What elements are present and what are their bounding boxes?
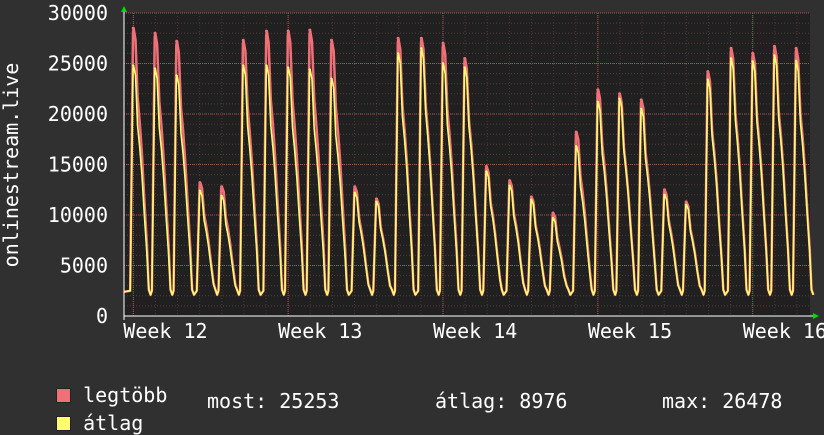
data-point-max — [308, 28, 312, 32]
data-point-max — [441, 41, 445, 45]
data-point-average — [773, 54, 776, 57]
data-point-max — [353, 185, 357, 189]
data-point-average — [729, 57, 733, 60]
data-point-average — [463, 66, 466, 69]
data-point-max — [794, 46, 798, 50]
data-point-average — [308, 68, 312, 71]
data-point-average — [220, 194, 223, 198]
stat-average: átlag: 8976 — [435, 389, 568, 413]
data-point-average — [265, 64, 268, 67]
stat-now: most: 25253 — [207, 389, 340, 413]
legend-max-swatch — [56, 388, 72, 403]
data-point-average — [353, 191, 356, 194]
grid — [124, 12, 810, 316]
y-tick-label: 0 — [96, 304, 108, 328]
data-point-max — [175, 39, 179, 43]
data-point-average — [596, 100, 600, 104]
data-point-max — [662, 188, 666, 192]
data-point-max — [330, 38, 334, 42]
x-axis-arrow-icon — [813, 313, 819, 319]
data-point-max — [463, 56, 467, 60]
data-point-max — [751, 51, 755, 55]
data-point-max — [419, 36, 423, 40]
data-point-max — [241, 38, 245, 42]
x-tick-label: Week 13 — [278, 319, 362, 343]
data-point-average — [396, 52, 400, 55]
data-point-average — [551, 216, 555, 220]
data-point-max — [220, 185, 224, 189]
data-point-max — [618, 92, 622, 96]
axes — [121, 6, 819, 320]
data-point-average — [751, 60, 754, 63]
x-tick-label: Week 14 — [433, 319, 517, 343]
legend-max-label: legtöbb — [83, 383, 168, 407]
y-tick-label: 25000 — [48, 52, 108, 76]
data-point-max — [596, 88, 600, 92]
data-point-max — [198, 181, 202, 185]
y-axis-arrow-icon — [121, 6, 127, 12]
data-point-max — [684, 200, 688, 204]
data-point-max — [551, 211, 555, 215]
data-point-max — [264, 29, 268, 33]
data-point-average — [508, 184, 511, 187]
data-point-max — [729, 46, 733, 50]
data-point-max — [153, 31, 157, 35]
legend-avg: átlag — [32, 390, 143, 434]
data-point-max — [131, 26, 135, 30]
data-point-average — [706, 78, 709, 81]
data-point-average — [330, 77, 333, 80]
data-point-max — [706, 70, 710, 74]
data-point-max — [529, 195, 533, 199]
data-point-average — [574, 145, 578, 148]
x-tick-label: Week 12 — [123, 319, 207, 343]
y-tick-label: 5000 — [60, 254, 108, 278]
legend-avg-swatch — [56, 416, 72, 431]
data-point-average — [684, 203, 688, 207]
data-point-max — [374, 197, 378, 201]
data-point-average — [618, 97, 621, 101]
x-tick-label: Week 16 — [743, 319, 824, 343]
data-point-average — [286, 66, 290, 69]
data-point-average — [663, 193, 666, 196]
y-tick-label: 30000 — [48, 1, 108, 25]
data-point-max — [286, 29, 290, 33]
chart: 0 5000 10000 15000 20000 25000 30000 Week 12 Wee… — [0, 1, 824, 343]
stat-max: max: 26478 — [662, 389, 783, 413]
data-point-average — [175, 74, 178, 77]
data-point-average — [420, 47, 423, 50]
data-point-average — [198, 189, 202, 192]
y-tick-label: 20000 — [48, 102, 108, 126]
data-point-max — [772, 44, 776, 48]
data-point-average — [153, 67, 157, 70]
data-point-average — [242, 64, 245, 67]
data-point-average — [375, 200, 378, 204]
y-tick-label: 15000 — [48, 153, 108, 177]
data-point-average — [441, 62, 445, 65]
data-point-average — [485, 170, 488, 173]
x-tick-label: Week 15 — [588, 319, 672, 343]
tick-labels: 0 5000 10000 15000 20000 25000 30000 Week 12 Wee… — [48, 1, 824, 343]
data-point-max — [574, 130, 578, 134]
data-point-average — [794, 59, 798, 63]
data-point-max — [508, 179, 512, 183]
y-axis-label: onlinestream.live — [0, 63, 23, 268]
legend-max: legtöbb — [32, 362, 167, 406]
data-point-average — [132, 64, 135, 67]
data-point-max — [484, 165, 488, 169]
legend-avg-label: átlag — [83, 411, 144, 435]
series-line-average — [123, 47, 815, 296]
series-layer — [123, 26, 815, 297]
y-tick-label: 10000 — [48, 203, 108, 227]
data-point-average — [530, 198, 533, 202]
data-point-max — [396, 36, 400, 40]
data-point-average — [640, 107, 643, 111]
data-point-max — [639, 98, 643, 102]
